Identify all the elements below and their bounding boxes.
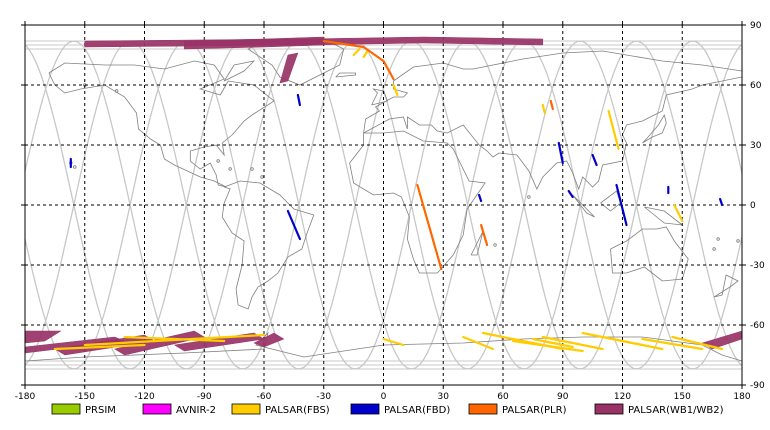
- legend-label: PALSAR(FBD): [384, 405, 450, 416]
- x-tick-label: -30: [316, 392, 331, 402]
- orbit-track: [25, 40, 742, 370]
- track-palsar-fbs: [462, 335, 495, 351]
- track-palsar-fbs: [53, 343, 146, 351]
- coastline: [363, 50, 742, 191]
- x-tick-label: 180: [733, 392, 750, 402]
- coastline: [642, 113, 667, 144]
- island: [527, 195, 531, 199]
- x-tick-label: -120: [134, 392, 155, 402]
- y-tick-label: -60: [750, 321, 765, 331]
- track-palsar-fbs: [511, 339, 584, 353]
- coastline: [335, 72, 357, 78]
- island: [260, 175, 264, 179]
- swath-wb: [184, 36, 325, 50]
- track-palsar-fbs: [541, 103, 546, 115]
- legend-label: PALSAR(WB1/WB2): [628, 405, 724, 416]
- y-tick-label: -30: [750, 261, 765, 271]
- legend-swatch: [51, 403, 81, 415]
- axis-ticks: -180 -150 -120 -90 -60 -30 0 30 60 90 120 150 180 90 6…: [15, 21, 765, 402]
- track-palsar-fbs: [382, 337, 405, 347]
- island: [716, 237, 720, 241]
- swath-wb: [701, 330, 742, 350]
- x-tick-label: 150: [674, 392, 691, 402]
- x-tick-label: 120: [614, 392, 631, 402]
- track-palsar-fbd: [557, 141, 564, 165]
- track-palsar-fbs: [362, 49, 369, 59]
- track-palsar-fbs: [671, 335, 724, 351]
- island: [493, 243, 497, 247]
- track-palsar-plr: [549, 99, 554, 111]
- track-palsar-fbs: [673, 203, 684, 223]
- track-palsar-fbd: [615, 183, 628, 227]
- island: [228, 167, 232, 171]
- island: [73, 165, 77, 169]
- x-tick-label: -150: [75, 392, 96, 402]
- x-tick-label: 0: [381, 392, 387, 402]
- track-palsar-fbd: [296, 93, 301, 107]
- track-palsar-fbd: [718, 197, 724, 207]
- track-palsar-fbd: [286, 209, 301, 241]
- track-palsar-fbd: [591, 153, 598, 167]
- swath-layer: [25, 36, 742, 356]
- legend-label: PALSAR(PLR): [502, 405, 567, 416]
- coastline: [221, 180, 315, 310]
- track-palsar-plr: [416, 183, 443, 271]
- coastline: [349, 130, 486, 274]
- y-tick-label: -90: [750, 381, 765, 391]
- track-palsar-fbs: [601, 335, 664, 351]
- track-palsar-fbs: [352, 47, 361, 57]
- x-tick-label: -60: [257, 392, 272, 402]
- track-palsar-fbd: [478, 193, 483, 203]
- island: [216, 159, 220, 163]
- swath-wb: [279, 52, 299, 84]
- coastline: [371, 88, 389, 106]
- track-layer: [53, 39, 724, 353]
- track-palsar-fbs: [123, 335, 226, 343]
- x-tick-label: 90: [557, 392, 569, 402]
- legend: PRSIM AVNIR-2 PALSAR(FBS) PALSAR(FBD) PALSAR…: [51, 403, 724, 416]
- y-tick-label: 0: [750, 201, 756, 211]
- track-palsar-fbs: [531, 337, 574, 349]
- island: [712, 247, 716, 251]
- swath-wb: [253, 332, 285, 348]
- legend-swatch: [142, 403, 172, 415]
- swath-wb: [25, 330, 62, 344]
- track-palsar-plr: [480, 223, 489, 247]
- coastline: [572, 194, 595, 218]
- island: [114, 89, 119, 93]
- legend-label: AVNIR-2: [176, 405, 216, 416]
- swath-wb: [113, 330, 205, 356]
- coastline: [48, 60, 275, 188]
- track-palsar-plr: [322, 39, 395, 81]
- x-tick-label: -180: [15, 392, 36, 402]
- track-palsar-fbs: [392, 83, 399, 97]
- coastline: [610, 226, 689, 282]
- track-palsar-fbs: [541, 335, 604, 351]
- y-tick-label: 30: [750, 141, 762, 151]
- y-tick-label: 60: [750, 81, 762, 91]
- legend-label: PALSAR(FBS): [265, 405, 330, 416]
- x-tick-label: -90: [197, 392, 212, 402]
- legend-swatch: [468, 403, 498, 415]
- x-tick-label: 60: [497, 392, 509, 402]
- coastline: [713, 274, 739, 298]
- track-palsar-fbs: [607, 109, 620, 151]
- island: [736, 239, 740, 243]
- x-tick-label: 30: [438, 392, 450, 402]
- graticule: [25, 25, 742, 385]
- legend-swatch: [594, 403, 624, 415]
- track-palsar-fbs: [641, 337, 704, 351]
- y-tick-label: 90: [750, 21, 762, 31]
- legend-label: PRSIM: [85, 405, 116, 416]
- coastline: [223, 60, 256, 82]
- island: [250, 167, 254, 171]
- track-palsar-fbd: [567, 189, 574, 199]
- legend-swatch: [350, 403, 380, 415]
- legend-swatch: [231, 403, 261, 415]
